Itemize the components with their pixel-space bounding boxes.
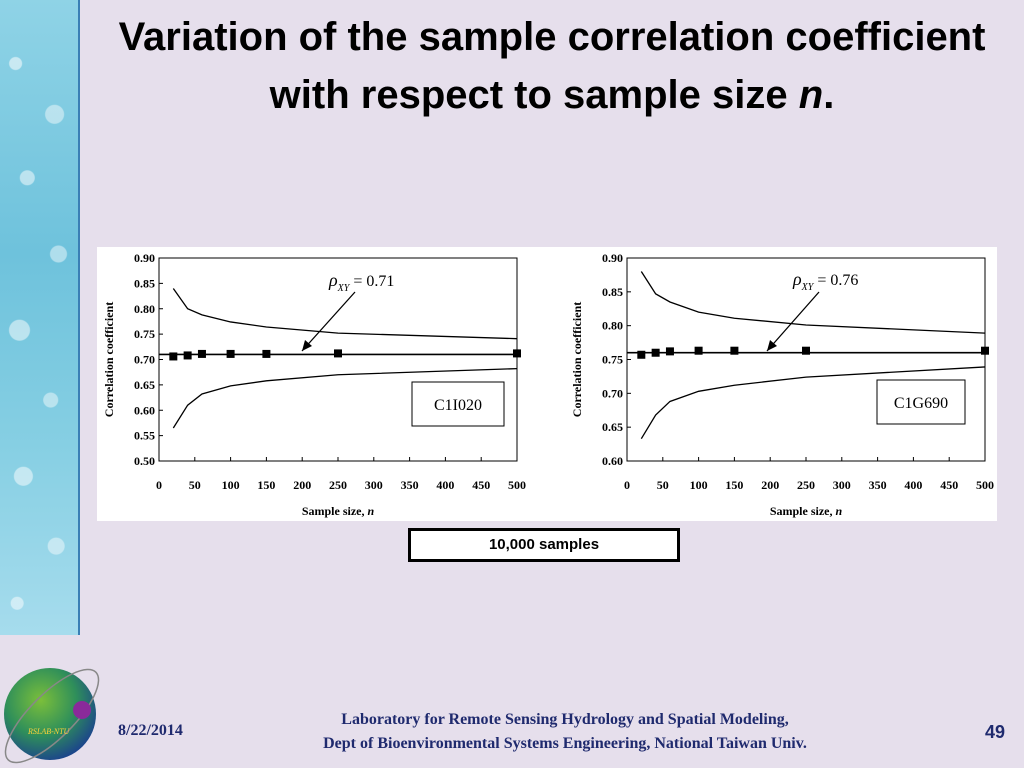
y-tick-label: 0.90 [134, 251, 155, 265]
x-tick-label: 50 [657, 478, 669, 492]
chart-c1g690: 0.90 0.85 0.80 0.75 0.70 0.65 0.600 50 100 150 200… [570, 251, 994, 518]
x-tick-label: 300 [833, 478, 851, 492]
y-tick-label: 0.75 [602, 353, 623, 367]
logo-globe [4, 668, 96, 760]
plot-area-frame [626, 257, 986, 462]
x-tick-label: 450 [472, 478, 490, 492]
y-tick-label: 0.65 [134, 378, 155, 392]
title-text: Variation of the sample correlation coef… [118, 15, 986, 117]
x-tick-label: 350 [401, 478, 419, 492]
x-tick-label: 350 [869, 478, 887, 492]
x-tick-label: 300 [365, 478, 383, 492]
logo-satellite [73, 701, 91, 719]
samples-caption: 10,000 samples [408, 528, 680, 562]
y-tick-label: 0.85 [602, 285, 623, 299]
decorative-sidebar [0, 0, 80, 635]
sample-mean-point [183, 351, 192, 360]
code-label-box [876, 379, 966, 425]
code-label: C1I020 [434, 397, 482, 414]
annotation-arrowhead [767, 340, 777, 351]
y-tick-label: 0.80 [134, 302, 155, 316]
rho-annotation: ρXY = 0.71 [328, 270, 394, 294]
y-tick-label: 0.70 [602, 386, 623, 400]
x-tick-label: 150 [725, 478, 743, 492]
code-label: C1G690 [894, 395, 948, 412]
logo-text: RSLAB-NTU [27, 727, 71, 736]
sample-mean-point [262, 349, 271, 358]
y-tick-label: 0.65 [602, 420, 623, 434]
x-axis-label: Sample size, n [770, 504, 843, 518]
sample-mean-point [730, 346, 739, 355]
chart-panel: 0.90 0.85 0.80 0.75 0.70 0.65 0.60 0.55 0.50 0 50 1… [97, 247, 997, 521]
x-tick-label: 0 [624, 478, 630, 492]
rho-annotation: ρXY = 0.76 [792, 269, 858, 293]
x-tick-label: 200 [293, 478, 311, 492]
title-variable: n [798, 73, 824, 117]
y-tick-label: 0.60 [134, 403, 155, 417]
sample-mean-point [665, 347, 674, 356]
y-tick-label: 0.75 [134, 327, 155, 341]
x-tick-label: 0 [156, 478, 162, 492]
x-tick-label: 400 [436, 478, 454, 492]
sample-mean-point [694, 346, 703, 355]
sample-mean-point [226, 349, 235, 358]
sample-mean-point [651, 348, 660, 357]
y-tick-label: 0.70 [134, 353, 155, 367]
lower-bound-curve [172, 367, 518, 429]
title-end: . [823, 73, 835, 117]
x-tick-label: 150 [257, 478, 275, 492]
annotation-arrow [766, 291, 820, 352]
sample-mean-point [169, 352, 178, 361]
logo-orbit [4, 668, 100, 764]
sample-mean-point [981, 346, 989, 355]
footer-lab-line2: Dept of Bioenvironmental Systems Enginee… [323, 735, 807, 752]
code-label-box [411, 381, 505, 427]
y-tick-label: 0.50 [134, 454, 155, 468]
plot-area-frame [158, 257, 518, 462]
page-number: 49 [984, 722, 1005, 742]
upper-bound-curve [172, 288, 518, 340]
footer-lab: Laboratory for Remote Sensing Hydrology … [240, 708, 890, 756]
chart-c1i020: 0.90 0.85 0.80 0.75 0.70 0.65 0.60 0.55 0.500 50 1… [102, 251, 526, 518]
y-tick-label: 0.80 [602, 319, 623, 333]
y-tick-label: 0.85 [134, 276, 155, 290]
slide-title: Variation of the sample correlation coef… [80, 8, 1024, 124]
annotation-arrowhead [302, 340, 312, 351]
x-axis-label: Sample size, n [302, 504, 375, 518]
sample-mean-point [197, 349, 206, 358]
footer-lab-line1: Laboratory for Remote Sensing Hydrology … [341, 711, 789, 728]
y-tick-label: 0.60 [602, 454, 623, 468]
x-tick-label: 400 [904, 478, 922, 492]
sample-mean-point [334, 349, 342, 358]
sample-mean-point [513, 349, 521, 358]
annotation-arrow [301, 291, 356, 352]
x-tick-label: 250 [329, 478, 347, 492]
x-tick-label: 500 [976, 478, 994, 492]
x-tick-label: 50 [189, 478, 201, 492]
y-tick-label: 0.90 [602, 251, 623, 265]
sample-mean-point [637, 350, 646, 359]
x-tick-label: 250 [797, 478, 815, 492]
x-tick-label: 100 [690, 478, 708, 492]
x-tick-label: 450 [940, 478, 958, 492]
x-tick-label: 100 [222, 478, 240, 492]
x-tick-label: 500 [508, 478, 526, 492]
upper-bound-curve [640, 271, 986, 334]
x-tick-label: 200 [761, 478, 779, 492]
y-axis-label: Correlation coefficient [570, 302, 584, 417]
y-axis-label: Correlation coefficient [102, 302, 116, 417]
y-tick-label: 0.55 [134, 429, 155, 443]
footer-date: 8/22/2014 [118, 722, 183, 739]
lower-bound-curve [640, 366, 986, 440]
sample-mean-point [802, 346, 810, 355]
rslab-logo: RSLAB-NTU [4, 668, 100, 764]
